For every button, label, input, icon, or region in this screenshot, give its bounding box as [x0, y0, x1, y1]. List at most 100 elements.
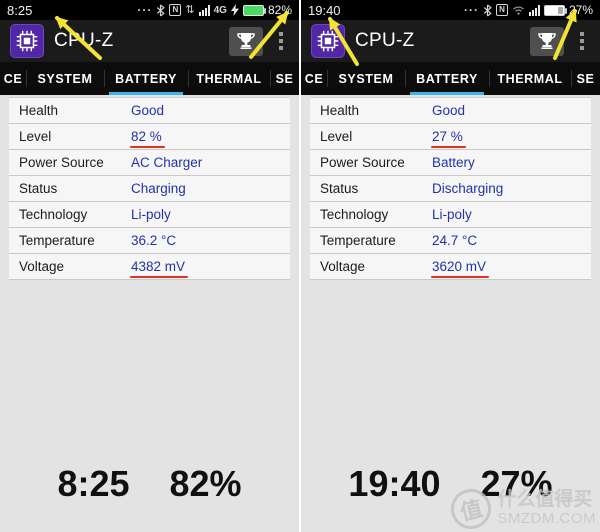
- battery-info-table-left: Health Good Level 82 % Power Source AC C…: [9, 97, 290, 280]
- row-label: Voltage: [19, 259, 65, 274]
- cpuz-app-icon: [10, 24, 44, 58]
- tab-sensors-partial[interactable]: SE: [270, 62, 299, 95]
- overflow-menu-button[interactable]: [574, 26, 590, 56]
- network-type-label: 4G: [213, 4, 227, 16]
- row-label: Level: [320, 129, 353, 144]
- overflow-menu-button[interactable]: [273, 26, 289, 56]
- summary-annotation-left: 8:25 82%: [0, 466, 299, 502]
- data-transfer-icon: ⇅: [185, 3, 195, 16]
- row-label: Technology: [320, 207, 389, 222]
- battery-icon: [242, 4, 266, 16]
- table-row: Status Discharging: [310, 176, 591, 202]
- watermark-line1: 什么值得买: [497, 489, 593, 511]
- nfc-icon: N: [169, 4, 182, 16]
- status-battery-percent: 27%: [568, 3, 593, 17]
- screenshot-left: 8:25 ··· N ⇅ 4G 82%: [0, 0, 299, 532]
- row-label: Level: [19, 129, 52, 144]
- tab-system[interactable]: SYSTEM: [26, 62, 104, 95]
- status-time: 19:40: [308, 2, 341, 18]
- table-row: Level 82 %: [9, 124, 290, 150]
- row-value: 36.2 °C: [131, 233, 177, 248]
- row-value: AC Charger: [131, 155, 203, 170]
- summary-percent: 27%: [480, 463, 553, 504]
- status-battery-percent: 82%: [267, 3, 292, 17]
- table-row: Technology Li-poly: [9, 202, 290, 228]
- row-value: Discharging: [432, 181, 504, 196]
- row-value-voltage: 4382 mV: [129, 259, 189, 278]
- charging-bolt-icon: [230, 4, 239, 16]
- trophy-icon: [538, 33, 556, 49]
- row-value: Li-poly: [432, 207, 472, 222]
- table-row: Power Source Battery: [310, 150, 591, 176]
- tab-battery[interactable]: BATTERY: [405, 62, 489, 95]
- app-bar-left: CPU-Z: [0, 20, 299, 62]
- pane-divider: [299, 0, 301, 532]
- table-row: Voltage 4382 mV: [9, 254, 290, 280]
- app-bar-right: CPU-Z: [301, 20, 600, 62]
- status-time: 8:25: [7, 2, 33, 18]
- watermark-text: 什么值得买 SMZDM.COM: [497, 489, 596, 528]
- smzdm-watermark: 值 什么值得买 SMZDM.COM: [447, 484, 596, 532]
- table-row: Voltage 3620 mV: [310, 254, 591, 280]
- bluetooth-icon: [483, 4, 492, 16]
- screenshot-right: 19:40 ··· N 27%: [301, 0, 600, 532]
- table-row: Health Good: [310, 98, 591, 124]
- tab-thermal[interactable]: THERMAL: [188, 62, 270, 95]
- smzdm-seal-icon: 值: [447, 484, 496, 532]
- status-bar-left: 8:25 ··· N ⇅ 4G 82%: [0, 0, 299, 20]
- summary-percent: 82%: [169, 463, 242, 504]
- signal-strength-icon: [528, 4, 540, 16]
- tab-strip-right: CE SYSTEM BATTERY THERMAL SE: [301, 62, 600, 95]
- table-row: Temperature 36.2 °C: [9, 228, 290, 254]
- tab-device-partial[interactable]: CE: [3, 71, 23, 86]
- trophy-button[interactable]: [530, 26, 564, 56]
- tab-sensors-partial[interactable]: SE: [571, 62, 600, 95]
- app-title: CPU-Z: [54, 30, 114, 51]
- tab-strip-left: CE SYSTEM BATTERY THERMAL SE: [0, 62, 299, 95]
- row-value-voltage: 3620 mV: [430, 259, 490, 278]
- app-title: CPU-Z: [355, 30, 415, 51]
- table-row: Power Source AC Charger: [9, 150, 290, 176]
- row-value-level: 27 %: [431, 129, 466, 148]
- tab-thermal[interactable]: THERMAL: [489, 62, 571, 95]
- table-row: Technology Li-poly: [310, 202, 591, 228]
- notification-dots-icon: ···: [463, 3, 479, 17]
- signal-strength-icon: [198, 4, 210, 16]
- trophy-icon: [237, 33, 255, 49]
- row-value: Li-poly: [131, 207, 171, 222]
- row-value-level: 82 %: [130, 129, 165, 148]
- bluetooth-icon: [157, 4, 166, 16]
- row-value: Battery: [432, 155, 475, 170]
- row-label: Power Source: [19, 155, 104, 170]
- row-label: Technology: [19, 207, 88, 222]
- table-row: Level 27 %: [310, 124, 591, 150]
- table-row: Temperature 24.7 °C: [310, 228, 591, 254]
- row-value: Good: [131, 103, 165, 118]
- row-label: Status: [19, 181, 58, 196]
- table-row: Status Charging: [9, 176, 290, 202]
- row-value: 24.7 °C: [432, 233, 478, 248]
- battery-info-table-right: Health Good Level 27 % Power Source Batt…: [310, 97, 591, 280]
- row-label: Temperature: [320, 233, 396, 248]
- cpuz-app-icon: [311, 24, 345, 58]
- summary-time: 8:25: [57, 463, 130, 504]
- notification-dots-icon: ···: [137, 3, 153, 17]
- summary-annotation-right: 19:40 27%: [301, 466, 600, 502]
- trophy-button[interactable]: [229, 26, 263, 56]
- status-icons: ··· N 27%: [464, 3, 593, 17]
- status-icons: ··· N ⇅ 4G 82%: [137, 3, 292, 17]
- status-bar-right: 19:40 ··· N 27%: [301, 0, 600, 20]
- row-label: Health: [320, 103, 360, 118]
- wifi-icon: [513, 6, 524, 15]
- row-label: Power Source: [320, 155, 405, 170]
- tab-device-partial[interactable]: CE: [304, 71, 324, 86]
- battery-icon: [543, 4, 567, 16]
- row-label: Voltage: [320, 259, 366, 274]
- tab-system[interactable]: SYSTEM: [327, 62, 405, 95]
- watermark-line2: SMZDM.COM: [497, 510, 596, 528]
- row-value: Charging: [131, 181, 186, 196]
- row-label: Temperature: [19, 233, 95, 248]
- row-value: Good: [432, 103, 466, 118]
- tab-battery[interactable]: BATTERY: [104, 62, 188, 95]
